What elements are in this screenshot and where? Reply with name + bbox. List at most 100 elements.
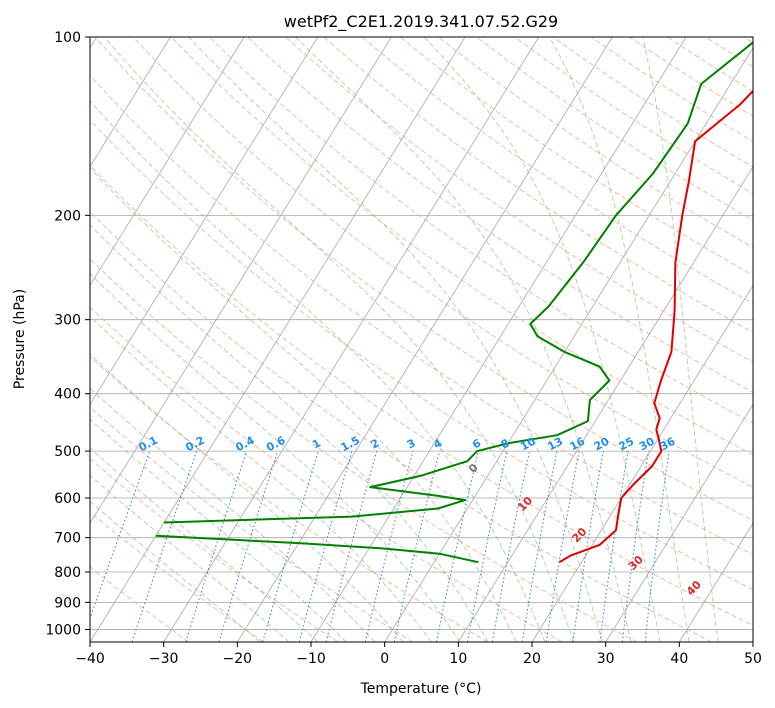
mixing-ratio-label: 13 (545, 435, 565, 454)
isotherm-line (90, 37, 392, 524)
mixing-ratio-lines (90, 450, 670, 642)
x-tick-label: −30 (149, 651, 179, 667)
x-axis: −40 −30 −20 −10 0 10 20 30 40 50 (75, 642, 762, 667)
mixing-ratio-label: 4 (431, 436, 444, 451)
mixing-ratio-line (364, 450, 414, 642)
x-tick-label: −10 (296, 651, 326, 667)
y-tick-label: 400 (54, 387, 81, 403)
moist-adiabat (423, 37, 661, 642)
moist-adiabat (103, 37, 575, 642)
moist-adiabat (642, 37, 719, 642)
mixing-ratio-label: 25 (617, 435, 637, 454)
y-tick-label: 500 (54, 444, 81, 460)
dry-adiabat (171, 37, 753, 456)
mixing-ratio-line (572, 451, 604, 642)
mixing-ratio-line (545, 451, 580, 642)
x-tick-label: 20 (523, 651, 541, 667)
x-tick-label: 50 (744, 651, 762, 667)
profile-line (164, 41, 753, 524)
y-tick-label: 100 (54, 30, 81, 46)
profile-line (155, 534, 479, 564)
mixing-ratio-line (621, 451, 649, 642)
sounding-profiles (155, 41, 753, 564)
moist-adiabat (90, 273, 461, 642)
moist-adiabat (549, 37, 690, 642)
moist-adiabat-label: 30 (626, 553, 646, 573)
x-tick-label: 40 (670, 651, 688, 667)
dry-adiabat (552, 37, 753, 168)
dry-adiabat (90, 164, 753, 627)
x-tick-label: −20 (223, 651, 253, 667)
dry-adiabat (94, 37, 753, 522)
dry-adiabat (209, 37, 753, 424)
moist-adiabat (294, 37, 632, 642)
dry-adiabat (705, 37, 753, 68)
isotherm-line (384, 47, 753, 642)
isotherm-line (90, 37, 171, 168)
dry-adiabat (90, 458, 339, 642)
mixing-ratio-label: 10 (518, 435, 538, 454)
isotherm-line (752, 641, 753, 642)
x-axis-label: Temperature (°C) (360, 681, 482, 697)
dry-adiabat (361, 37, 753, 305)
mixing-ratio-label: 20 (592, 435, 612, 454)
y-tick-label: 200 (54, 208, 81, 224)
mixing-ratio-line (298, 450, 353, 642)
isotherm-line (678, 522, 753, 642)
dry-adiabat (90, 511, 264, 642)
isotherm-line (90, 37, 319, 406)
mixing-ratio-line (90, 450, 151, 621)
isotherm-line (90, 37, 245, 287)
moist-adiabat (90, 353, 404, 642)
isotherm-line (163, 37, 540, 642)
y-tick-label: 900 (54, 595, 81, 611)
y-tick-label: 600 (54, 491, 81, 507)
moist-adiabat (188, 37, 603, 642)
isotherm-line (90, 37, 466, 642)
mixing-ratio-label: 2 (369, 436, 382, 451)
dry-adiabat (90, 119, 753, 591)
mixing-ratio-line (393, 450, 440, 642)
x-tick-label: 0 (380, 651, 389, 667)
dry-adiabat (132, 37, 753, 488)
mixing-ratio-line (521, 451, 558, 642)
moist-adiabat (90, 100, 546, 642)
isotherm-line (605, 403, 753, 642)
y-axis-label: Pressure (hPa) (12, 289, 28, 389)
dry-adiabat (590, 37, 753, 142)
dry-adiabat (285, 37, 753, 363)
moist-adiabat (90, 387, 376, 642)
isotherm-line (531, 284, 753, 642)
moist-adiabat-label: 40 (684, 578, 704, 598)
dry-adiabat (400, 37, 753, 276)
moist-adiabat (90, 167, 517, 642)
mixing-ratio-line (325, 450, 378, 642)
mixing-ratio-line (131, 450, 198, 642)
moist-adiabat-label: 10 (515, 494, 535, 514)
mixing-ratio-label: 16 (568, 435, 588, 454)
dry-adiabat (90, 306, 563, 642)
moist-adiabat-label: 0 (466, 461, 481, 476)
mixing-ratio-line (491, 450, 531, 642)
profile-line (558, 89, 753, 564)
y-tick-label: 700 (54, 531, 81, 547)
mixing-ratio-line (218, 450, 279, 642)
dry-adiabat (247, 37, 753, 393)
dry-adiabat (90, 74, 753, 556)
mixing-ratio-label: 3 (405, 436, 418, 451)
dry-adiabat (667, 37, 753, 92)
mixing-ratio-line (185, 450, 248, 642)
mixing-ratio-line (262, 450, 319, 642)
moist-adiabat (90, 447, 319, 642)
dry-adiabats (90, 37, 753, 642)
isotherm-line (457, 165, 753, 642)
y-tick-label: 800 (54, 565, 81, 581)
isotherm-line (236, 37, 613, 642)
dry-adiabat (438, 37, 753, 248)
x-tick-label: −40 (75, 651, 105, 667)
mixing-ratio-line (644, 451, 670, 642)
moist-adiabat (90, 500, 261, 642)
moist-adiabats (90, 37, 719, 642)
dry-adiabat (90, 211, 712, 642)
